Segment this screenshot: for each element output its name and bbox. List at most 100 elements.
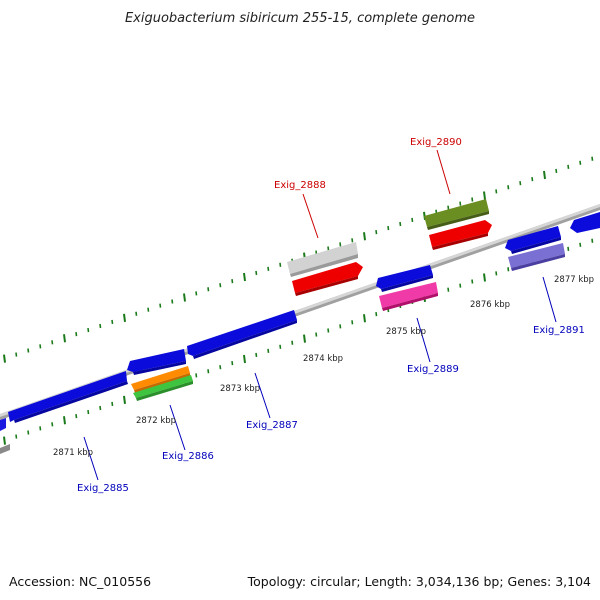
cds-partial-right: [570, 212, 600, 233]
ruler-label-2875: 2875 kbp: [386, 327, 426, 337]
tick-mark: [567, 164, 570, 169]
tick-mark: [543, 170, 546, 180]
ruler-label-2874: 2874 kbp: [303, 354, 343, 364]
tick-mark: [75, 414, 78, 419]
tick-mark: [51, 422, 54, 427]
gene-label-exig-2891: Exig_2891: [533, 325, 585, 336]
tick-mark: [471, 279, 474, 284]
tick-mark: [183, 293, 186, 302]
tick-mark: [159, 303, 162, 308]
tick-mark: [303, 334, 306, 343]
gene-exig-2890-red: [429, 220, 492, 250]
tick-mark: [327, 328, 330, 333]
tick-mark: [27, 348, 30, 353]
tick-mark: [279, 344, 282, 349]
topology-text: Topology: circular; Length: 3,034,136 bp…: [247, 574, 591, 589]
tick-mark: [231, 361, 234, 366]
tick-mark: [579, 242, 582, 247]
tick-mark: [291, 340, 294, 345]
gene-label-exig-2885: Exig_2885: [77, 483, 129, 494]
gene-exig-2888-red: [292, 262, 363, 296]
ruler-label-2873: 2873 kbp: [220, 384, 260, 394]
tick-mark: [63, 416, 66, 425]
tick-mark: [87, 409, 90, 415]
tick-mark: [123, 395, 126, 404]
tick-mark: [15, 434, 18, 439]
tick-mark: [123, 313, 126, 322]
tick-mark: [171, 299, 174, 304]
tick-mark: [75, 332, 78, 337]
tick-mark: [147, 307, 150, 312]
cds-partial-left: [0, 418, 6, 431]
tick-mark: [267, 348, 270, 353]
tick-mark: [207, 369, 210, 374]
gene-label-exig-2886: Exig_2886: [162, 451, 214, 462]
tick-mark: [447, 205, 450, 210]
tick-mark: [219, 365, 222, 370]
tick-mark: [483, 191, 486, 200]
tick-mark: [399, 221, 402, 227]
tick-mark: [495, 271, 498, 276]
tick-mark: [87, 327, 90, 333]
map-title: Exiguobacterium sibiricum 255-15, comple…: [125, 11, 475, 26]
tick-mark: [531, 177, 534, 182]
tick-mark: [507, 185, 510, 190]
tick-mark: [243, 272, 246, 282]
tick-mark: [231, 279, 234, 284]
tick-mark: [363, 314, 366, 323]
gene-exig-2889-magenta: [379, 282, 438, 311]
gene-green: [133, 375, 193, 401]
tick-mark: [315, 332, 318, 337]
ruler-label-2877: 2877 kbp: [554, 275, 594, 285]
tick-mark: [351, 320, 354, 325]
tick-mark: [483, 273, 486, 282]
gene-label-exig-2888: Exig_2888: [274, 180, 326, 191]
tick-mark: [135, 311, 138, 316]
tick-mark: [63, 334, 66, 343]
gene-exig-2888-gray: [287, 242, 358, 277]
tick-mark: [255, 352, 258, 358]
tick-mark: [39, 426, 42, 431]
accession-text: Accession: NC_010556: [9, 574, 151, 589]
gene-label-exig-2890: Exig_2890: [410, 137, 462, 148]
tick-mark: [243, 354, 246, 364]
ruler-label-2872: 2872 kbp: [136, 416, 176, 426]
tick-mark: [591, 156, 594, 161]
cds-exig-2889-blue: [376, 265, 433, 292]
tick-mark: [555, 168, 558, 174]
tick-mark: [339, 324, 342, 329]
tick-mark: [39, 344, 42, 349]
tick-mark: [111, 401, 114, 407]
gene-exig-2890-olive: [424, 199, 489, 230]
tick-mark: [255, 270, 258, 276]
tick-mark: [375, 312, 378, 317]
tick-mark: [51, 340, 54, 345]
tick-mark: [99, 405, 102, 411]
tick-mark: [99, 323, 102, 329]
tick-mark: [459, 283, 462, 288]
gene-labels: Exig_2885 Exig_2886 Exig_2887 Exig_2888 …: [77, 137, 585, 494]
tick-mark: [567, 246, 570, 251]
tick-mark: [207, 287, 210, 292]
tick-mark: [3, 354, 6, 363]
gene-orange: [131, 366, 190, 393]
tick-mark: [351, 238, 354, 243]
tick-mark: [519, 181, 522, 186]
tick-mark: [15, 352, 18, 357]
callout-lines: [83, 149, 557, 481]
tick-mark: [411, 217, 414, 223]
ruler-label-2876: 2876 kbp: [470, 300, 510, 310]
tick-mark: [591, 238, 594, 243]
gene-label-exig-2889: Exig_2889: [407, 364, 459, 375]
tick-mark: [219, 283, 222, 288]
cds-exig-2891-blue: [505, 226, 561, 254]
tick-mark: [579, 160, 582, 165]
gene-exig-2891-lavender: [508, 243, 565, 271]
tick-mark: [387, 225, 390, 231]
cds-exig-2887: [187, 310, 297, 359]
tick-mark: [195, 373, 198, 378]
tick-mark: [339, 242, 342, 247]
tick-mark: [279, 262, 282, 267]
cds-exig-2886: [127, 349, 186, 375]
